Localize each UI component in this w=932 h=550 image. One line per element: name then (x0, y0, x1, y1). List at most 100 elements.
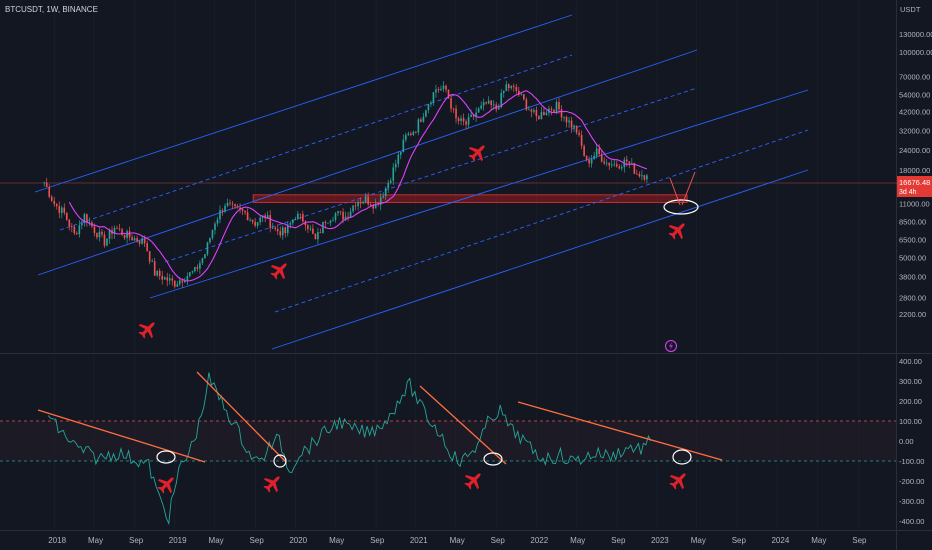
candle-body (45, 182, 48, 188)
candle-body (292, 219, 294, 224)
candle-body (53, 200, 56, 205)
indicator-tick-label: -100.00 (899, 457, 924, 466)
candle-body (475, 112, 477, 117)
candle-body (641, 175, 643, 177)
candle-body (214, 223, 216, 230)
price-tick-label: 24000.00 (899, 146, 930, 155)
bar-countdown: 3d 4h (899, 189, 917, 196)
candle-body (600, 154, 603, 162)
indicator-trendline[interactable] (196, 371, 287, 463)
price-tick-label: 3800.00 (899, 273, 926, 282)
candle-body (535, 109, 538, 117)
time-tick-label: Sep (250, 536, 265, 545)
channel-midline[interactable] (164, 87, 698, 263)
candle-body (407, 133, 410, 136)
price-tick-label: 130000.00 (899, 30, 932, 39)
price-tick-label: 100000.00 (899, 48, 932, 57)
candle-body (284, 227, 287, 234)
indicator-tick-label: 200.00 (899, 397, 922, 406)
indicator-tick-label: -400.00 (899, 517, 924, 526)
candle-body (636, 173, 638, 175)
candle-body (631, 163, 633, 165)
projection-arrow[interactable] (669, 177, 681, 206)
time-axis[interactable]: 2018 May Sep 2019 May Sep 2020 May Sep 2021 May Sep… (48, 536, 867, 545)
time-tick-label: May (329, 536, 344, 545)
candle-body (405, 135, 407, 140)
candle-body (618, 166, 621, 169)
airplane-icon (157, 477, 174, 494)
candle-body (580, 135, 583, 146)
projection-arrow[interactable] (681, 171, 696, 206)
price-tick-label: 42000.00 (899, 108, 930, 117)
candle-body (583, 145, 585, 156)
airplane-icon (668, 223, 685, 240)
candle-body (78, 225, 81, 235)
candle-body (93, 226, 96, 234)
candle-body (224, 205, 226, 212)
candle-body (307, 225, 309, 229)
candle-body (312, 228, 314, 234)
moving-average-line[interactable] (68, 90, 648, 282)
candle-body (234, 204, 236, 207)
time-tick-label: 2018 (48, 536, 66, 545)
highlight-circle[interactable] (156, 450, 176, 464)
channel-line[interactable] (149, 89, 809, 299)
highlight-circle[interactable] (483, 452, 503, 466)
candle-body (317, 232, 319, 240)
indicator-trendline[interactable] (517, 401, 723, 461)
channel-midline[interactable] (274, 129, 809, 313)
time-tick-label: May (88, 536, 103, 545)
highlight-circle[interactable] (672, 449, 692, 465)
candle-body (620, 167, 623, 169)
candle-body (71, 226, 73, 228)
candle-body (219, 210, 221, 220)
support-zone-rect[interactable] (252, 194, 688, 203)
channel-line[interactable] (34, 14, 573, 193)
candle-body (450, 98, 452, 109)
candle-body (279, 231, 282, 236)
candle-body (357, 202, 359, 207)
candle-body (271, 227, 274, 229)
candle-body (106, 238, 108, 246)
channel-lines[interactable] (34, 14, 809, 350)
channel-line[interactable] (37, 49, 698, 276)
indicator-trendline[interactable] (419, 385, 507, 465)
channel-midline[interactable] (59, 54, 573, 231)
lightning-icon[interactable] (665, 340, 677, 352)
indicator-axis[interactable]: 400.00 300.00 200.00 100.00 0.00 -100.00 -200.… (899, 357, 924, 526)
candle-body (153, 261, 156, 276)
candlestick-series[interactable] (43, 80, 648, 289)
candle-body (467, 116, 470, 125)
candle-body (98, 231, 101, 238)
candle-body (63, 207, 66, 213)
candle-body (389, 180, 392, 183)
indicator-line[interactable] (47, 372, 652, 526)
candle-body (485, 102, 487, 104)
candle-body (553, 109, 555, 112)
channel-line[interactable] (271, 169, 809, 350)
candle-body (379, 197, 382, 205)
highlight-circles[interactable] (156, 171, 699, 468)
time-tick-label: May (811, 536, 826, 545)
indicator-pane[interactable] (0, 372, 896, 526)
candle-body (530, 109, 533, 112)
candle-body (206, 242, 209, 255)
indicator-trendlines[interactable] (37, 371, 723, 465)
candle-body (143, 238, 146, 244)
candle-body (322, 221, 324, 233)
time-tick-label: Sep (732, 536, 747, 545)
support-zone[interactable] (0, 182, 897, 203)
indicator-trendline[interactable] (37, 409, 206, 463)
candle-body (276, 229, 279, 232)
candle-body (221, 210, 224, 212)
moving-average-series[interactable] (68, 90, 648, 282)
current-price-value: 16676.48 (899, 178, 930, 187)
current-price-badge-bg (897, 176, 932, 197)
highlight-circle[interactable] (273, 454, 287, 468)
highlight-circle[interactable] (663, 199, 699, 215)
candle-body (387, 182, 390, 189)
candle-body (480, 105, 482, 109)
price-axis[interactable]: 130000.00 100000.00 70000.00 54000.00 42000.… (899, 30, 932, 319)
candle-body (505, 84, 508, 92)
